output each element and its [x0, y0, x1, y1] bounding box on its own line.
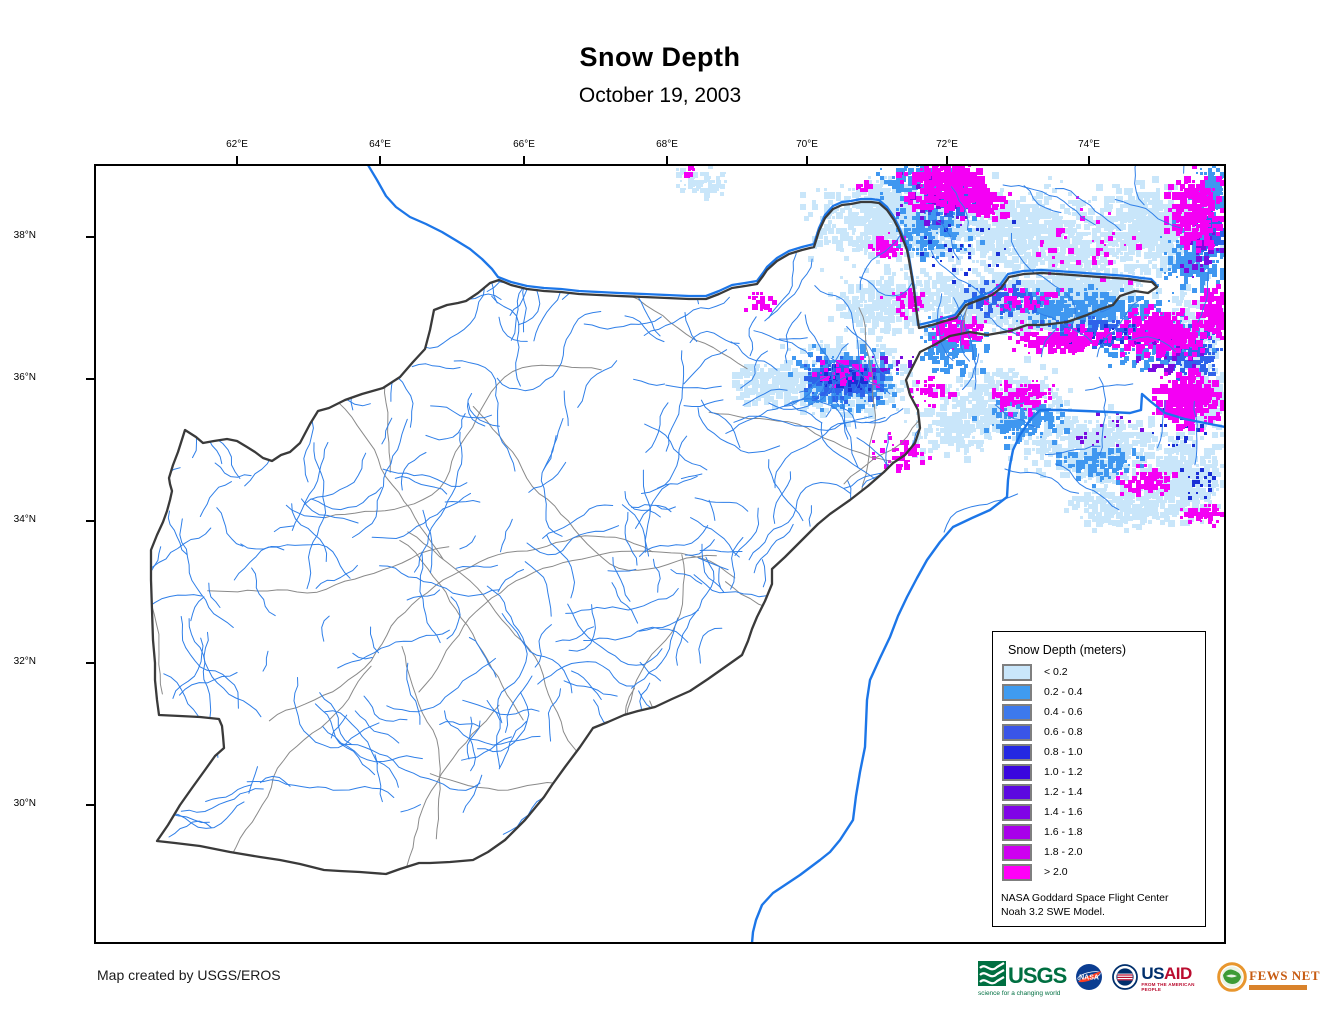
- agency-logos: USGS science for a changing world NASA: [978, 956, 1320, 1002]
- lat-label: 30°N: [13, 798, 36, 809]
- usgs-wordmark: USGS: [1008, 963, 1067, 988]
- lon-label: 74°E: [1078, 139, 1100, 150]
- legend-row: 0.4 - 0.6: [1002, 702, 1205, 722]
- legend-swatch: [1002, 843, 1032, 861]
- legend-row: 1.6 - 1.8: [1002, 822, 1205, 842]
- legend-row: < 0.2: [1002, 662, 1205, 682]
- usaid-seal-icon: [1112, 963, 1139, 995]
- legend-row: 0.8 - 1.0: [1002, 742, 1205, 762]
- usaid-logo: USAID FROM THE AMERICAN PEOPLE: [1112, 963, 1208, 995]
- legend-title: Snow Depth (meters): [1008, 643, 1127, 657]
- lat-label: 32°N: [13, 656, 36, 667]
- legend-swatch: [1002, 763, 1032, 781]
- usgs-tagline: science for a changing world: [978, 990, 1061, 997]
- usgs-logo: USGS science for a changing world: [978, 961, 1067, 997]
- lon-label: 62°E: [226, 139, 248, 150]
- legend-swatch: [1002, 743, 1032, 761]
- legend-swatch: [1002, 863, 1032, 881]
- legend-row: > 2.0: [1002, 862, 1205, 882]
- fewsnet-bar: [1249, 985, 1308, 990]
- nasa-meatball-icon: NASA: [1075, 963, 1103, 996]
- legend-row: 0.6 - 0.8: [1002, 722, 1205, 742]
- usaid-wordmark: USAID: [1141, 964, 1192, 984]
- legend-swatch: [1002, 783, 1032, 801]
- legend-swatch: [1002, 723, 1032, 741]
- fewsnet-wordmark: FEWS NET: [1249, 968, 1320, 983]
- lon-label: 68°E: [656, 139, 678, 150]
- legend-swatch: [1002, 663, 1032, 681]
- fewsnet-logo: FEWS NET: [1217, 961, 1320, 997]
- lat-label: 34°N: [13, 514, 36, 525]
- usgs-wave-icon: [978, 961, 1006, 991]
- legend-row: 0.2 - 0.4: [1002, 682, 1205, 702]
- legend-swatch: [1002, 823, 1032, 841]
- usaid-tagline: FROM THE AMERICAN PEOPLE: [1141, 982, 1195, 992]
- fewsnet-globe-icon: [1217, 961, 1247, 997]
- page-date: October 19, 2003: [578, 84, 742, 107]
- legend-row: 1.2 - 1.4: [1002, 782, 1205, 802]
- snow-depth-legend: Snow Depth (meters) < 0.2 0.2 - 0.4 0.4 …: [992, 631, 1206, 927]
- legend-swatch: [1002, 703, 1032, 721]
- lon-label: 64°E: [369, 139, 391, 150]
- legend-row: 1.8 - 2.0: [1002, 842, 1205, 862]
- map-credit: Map created by USGS/EROS: [97, 967, 281, 983]
- legend-swatch: [1002, 803, 1032, 821]
- lon-label: 72°E: [936, 139, 958, 150]
- legend-row: 1.4 - 1.6: [1002, 802, 1205, 822]
- lat-label: 38°N: [13, 230, 36, 241]
- legend-source: NASA Goddard Space Flight Center Noah 3.…: [1001, 892, 1169, 918]
- legend-row: 1.0 - 1.2: [1002, 762, 1205, 782]
- lon-label: 70°E: [796, 139, 818, 150]
- lat-label: 36°N: [13, 372, 36, 383]
- lon-label: 66°E: [513, 139, 535, 150]
- page-title: Snow Depth: [579, 42, 741, 72]
- legend-swatch: [1002, 683, 1032, 701]
